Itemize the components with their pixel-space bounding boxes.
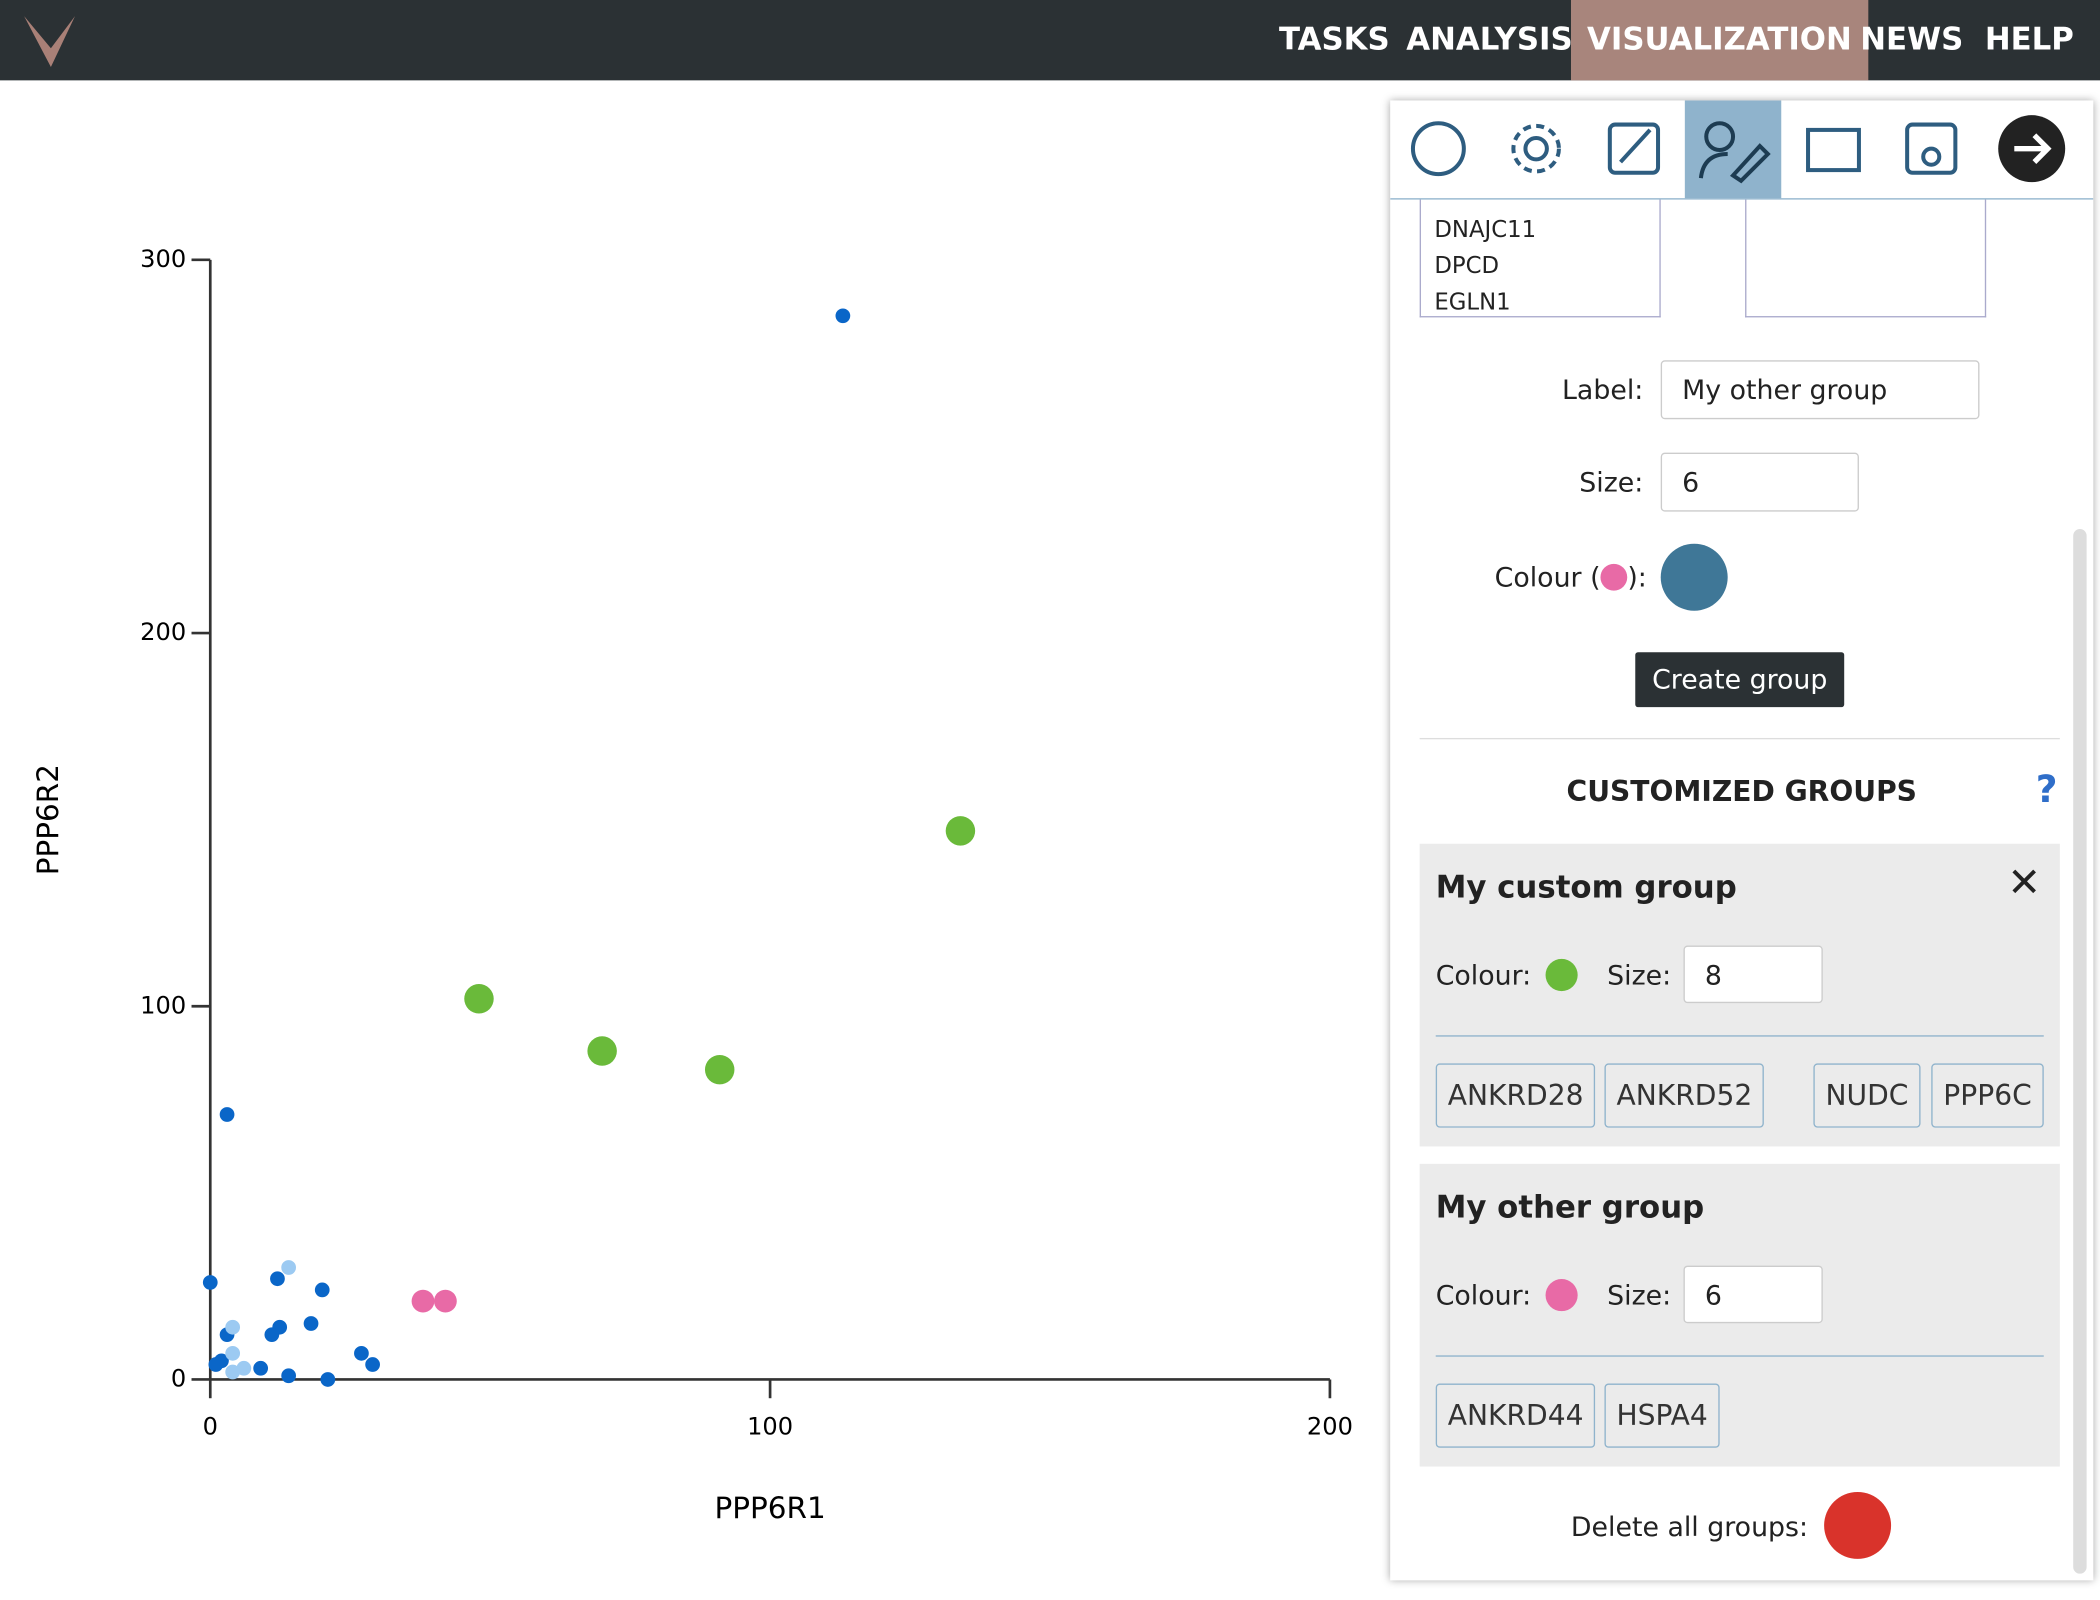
- point: [236, 1360, 252, 1376]
- label-input[interactable]: My other group: [1660, 360, 1980, 420]
- top-nav: TASKS ANALYSIS VISUALIZATION NEWS HELP: [0, 0, 2100, 81]
- point: [354, 1345, 369, 1361]
- point: [219, 1107, 235, 1122]
- colour-open: Colour (: [1494, 561, 1601, 594]
- size-label: Size:: [1607, 958, 1672, 992]
- nav-item[interactable]: TASKS: [1279, 22, 1390, 58]
- gene-list-item[interactable]: DNAJC11: [1434, 216, 1537, 244]
- x-tick-label: 0: [203, 1413, 218, 1441]
- point: [281, 1260, 297, 1275]
- gene-tag[interactable]: ANKRD52: [1604, 1063, 1765, 1128]
- size-input[interactable]: 6: [1660, 452, 1859, 512]
- y-tick-label: 0: [171, 1364, 186, 1392]
- size-input[interactable]: 6: [1683, 1265, 1823, 1324]
- point: [270, 1271, 285, 1287]
- point: [314, 1282, 330, 1298]
- point: [225, 1319, 241, 1335]
- point: [303, 1316, 319, 1331]
- point: [434, 1289, 457, 1313]
- palette-button[interactable]: [1660, 543, 1728, 611]
- gene-list[interactable]: DNAJC11 DPCD EGLN1: [1419, 199, 1661, 318]
- gene-tag[interactable]: ANKRD28: [1435, 1063, 1596, 1128]
- scrollbar: [2073, 529, 2087, 1574]
- save-icon[interactable]: [1905, 122, 1958, 175]
- point: [320, 1372, 336, 1387]
- side-panel: DNAJC11 DPCD EGLN1 Label: My other group S…: [1390, 100, 2094, 1581]
- toolbar: [1390, 100, 2094, 200]
- gene-list-item[interactable]: DPCD: [1434, 253, 1500, 280]
- settings-icon[interactable]: [1523, 135, 1549, 162]
- point: [835, 308, 851, 324]
- colour-label: Colour:: [1435, 958, 1532, 992]
- colour-field: Colour ():: [1495, 561, 1647, 593]
- point: [225, 1345, 241, 1361]
- info-icon[interactable]: [1410, 121, 1466, 177]
- nav-item[interactable]: HELP: [1984, 22, 2074, 58]
- nav-item[interactable]: NEWS: [1860, 22, 1964, 58]
- x-axis-label: PPP6R1: [714, 1491, 825, 1525]
- help-icon[interactable]: ?: [2035, 767, 2058, 812]
- point: [945, 816, 976, 846]
- gene-tag[interactable]: HSPA4: [1604, 1383, 1720, 1448]
- logo[interactable]: [21, 11, 80, 73]
- chart: PPP6R1 PPP6R2 0 100 200 300 0 100 200: [31, 245, 1353, 1525]
- point: [365, 1357, 380, 1372]
- point: [208, 1357, 224, 1372]
- group-icon[interactable]: [1704, 121, 1736, 153]
- size-field: Size:: [1579, 466, 1644, 499]
- point: [225, 1364, 241, 1380]
- label-field: Label:: [1562, 373, 1644, 406]
- gene-tag[interactable]: NUDC: [1813, 1063, 1921, 1128]
- colour-dot: [1545, 958, 1578, 992]
- point: [411, 1289, 435, 1313]
- point: [202, 1275, 218, 1290]
- point: [464, 984, 494, 1014]
- divider: [1419, 737, 2060, 740]
- remove-group[interactable]: ✕: [2007, 859, 2042, 907]
- group-card: My custom group ✕ Colour: Size: 8 ANKRD28 ANKR…: [1419, 843, 2060, 1147]
- edit-icon[interactable]: [1607, 122, 1661, 175]
- colour-close: ):: [1627, 561, 1647, 594]
- groups-heading: CUSTOMIZED GROUPS: [1566, 775, 1917, 808]
- x-tick-label: 100: [747, 1413, 793, 1441]
- point: [704, 1054, 735, 1085]
- point: [253, 1360, 269, 1376]
- selected-list[interactable]: [1745, 199, 1987, 318]
- toolbar-icons: [1410, 115, 2066, 184]
- group-card: My other group Colour: Size: 6 ANKRD44 HSPA4: [1419, 1163, 2060, 1467]
- gene-tag[interactable]: ANKRD44: [1435, 1383, 1596, 1448]
- group-name: My custom group: [1435, 870, 1737, 906]
- delete-all-button[interactable]: [1824, 1491, 1892, 1559]
- divider: [1435, 1355, 2044, 1357]
- gene-tag[interactable]: PPP6C: [1931, 1063, 2044, 1128]
- x-tick-label: 200: [1307, 1413, 1353, 1441]
- point: [264, 1327, 280, 1343]
- colour-dot: [1545, 1279, 1578, 1312]
- y-tick-label: 300: [140, 245, 186, 273]
- point: [281, 1368, 297, 1384]
- colour-swatch: [1600, 563, 1628, 591]
- y-tick-label: 200: [140, 618, 186, 646]
- size-input[interactable]: 8: [1683, 945, 1823, 1004]
- y-axis-label: PPP6R2: [31, 764, 65, 875]
- select-icon[interactable]: [1806, 127, 1861, 173]
- nav-item[interactable]: ANALYSIS: [1406, 22, 1573, 58]
- create-group-button[interactable]: Create group: [1635, 652, 1845, 708]
- gene-list-item[interactable]: EGLN1: [1434, 289, 1511, 317]
- nav-item[interactable]: VISUALIZATION: [1570, 0, 1868, 81]
- delete-all-label: Delete all groups:: [1570, 1510, 1809, 1543]
- group-name: My other group: [1435, 1190, 1705, 1226]
- colour-label: Colour:: [1435, 1279, 1532, 1312]
- divider: [1435, 1035, 2044, 1037]
- size-label: Size:: [1607, 1279, 1672, 1312]
- y-tick-label: 100: [140, 991, 186, 1019]
- point: [587, 1036, 617, 1066]
